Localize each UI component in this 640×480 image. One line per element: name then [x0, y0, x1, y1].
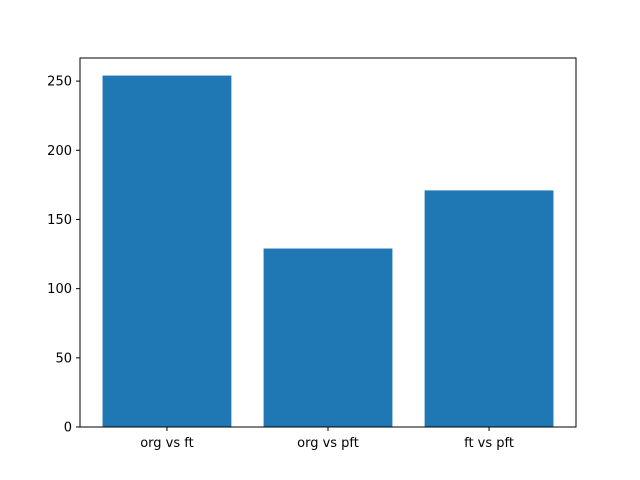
y-tick-label: 50	[55, 351, 72, 366]
x-tick-label: ft vs pft	[464, 436, 514, 451]
x-tick-label: org vs ft	[140, 436, 194, 451]
plot-area	[102, 75, 554, 428]
bar	[424, 190, 554, 427]
y-tick-label: 100	[47, 282, 72, 297]
x-tick-label: org vs pft	[297, 436, 359, 451]
y-tick-label: 0	[64, 421, 72, 436]
y-tick-label: 150	[47, 213, 72, 228]
bar	[102, 75, 232, 428]
y-tick-label: 250	[47, 75, 72, 90]
bar	[263, 248, 393, 427]
y-tick-label: 200	[47, 144, 72, 159]
